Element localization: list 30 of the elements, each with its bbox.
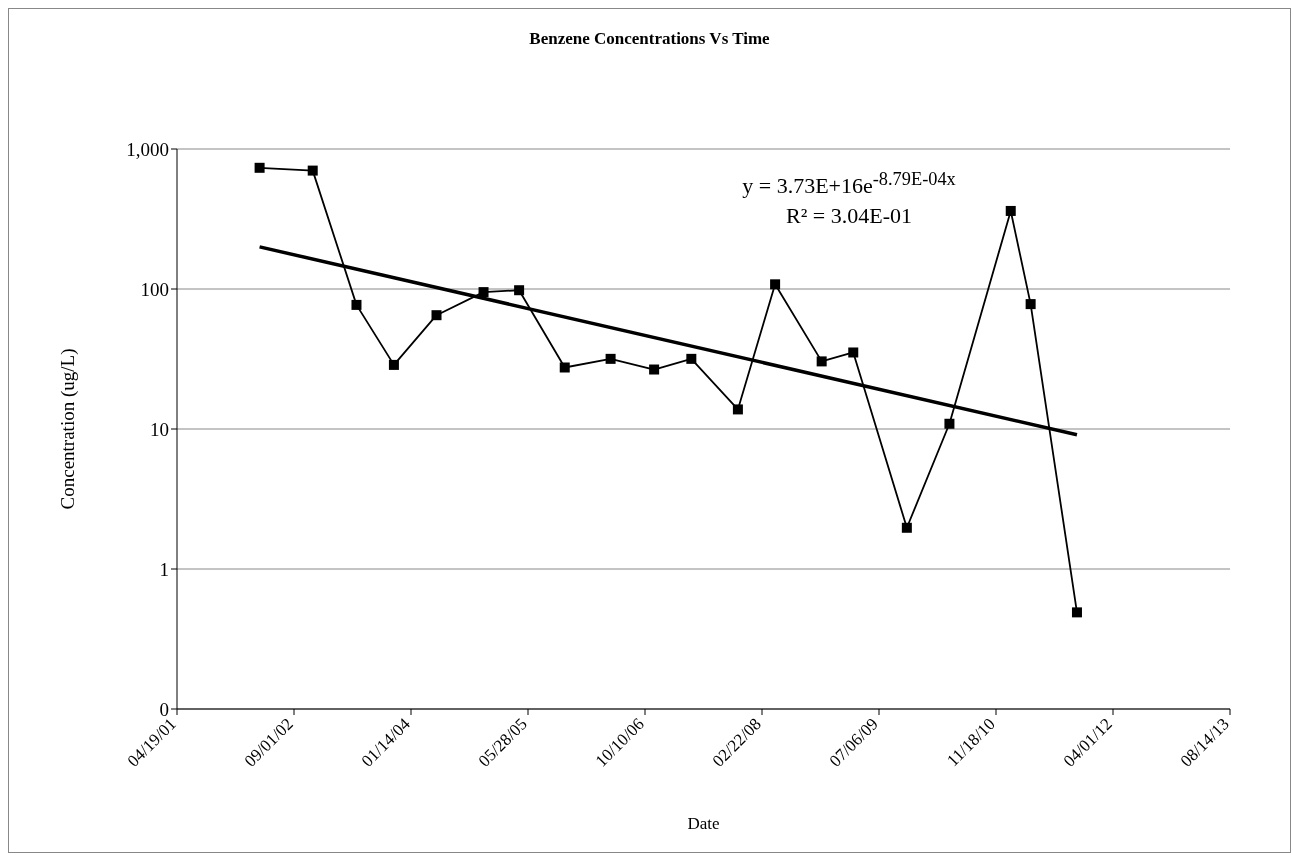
point xyxy=(848,347,859,358)
point xyxy=(770,279,781,290)
point xyxy=(254,162,265,173)
y-tick-label: 1 xyxy=(159,558,169,580)
y-tick-label: 1,000 xyxy=(126,138,169,160)
y-axis-title: Concentration (ug/L) xyxy=(56,348,79,510)
point xyxy=(559,362,570,373)
point xyxy=(605,353,616,364)
y-tick-label: 10 xyxy=(150,418,169,440)
annotation: y = 3.73E+16e$^{-8.79E-04x}$ xyxy=(741,168,957,201)
point xyxy=(649,364,660,375)
point xyxy=(1005,205,1016,216)
chart-title: Benzene Concentrations Vs Time xyxy=(528,29,771,49)
point xyxy=(1025,299,1036,310)
point xyxy=(307,165,318,176)
y-tick-label: 0 xyxy=(159,698,169,720)
point xyxy=(351,299,362,310)
y-tick-label: 100 xyxy=(140,278,169,300)
point xyxy=(944,418,955,429)
point xyxy=(816,356,827,367)
point xyxy=(901,522,912,533)
point xyxy=(431,310,442,321)
x-axis-title: Date xyxy=(687,814,720,833)
point xyxy=(1071,607,1082,618)
point xyxy=(686,353,697,364)
annotation: R² = 3.04E-01 xyxy=(785,202,913,231)
point xyxy=(514,285,525,296)
point xyxy=(478,287,489,298)
point xyxy=(388,359,399,370)
point xyxy=(732,404,743,415)
